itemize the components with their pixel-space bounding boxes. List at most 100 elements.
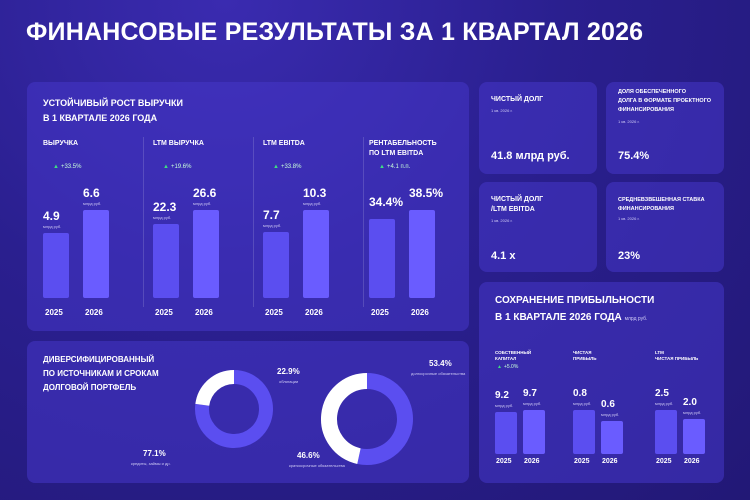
profit-growth-text-0: +5.0% [503,364,519,370]
rev-bar-2025-0 [43,232,69,298]
profit-group-head-line2-2: ЧИСТАЯ ПРИБЫЛЬ [655,356,699,361]
growth-up-icon: ▲ [163,164,169,170]
debt-title-line1: ДИВЕРСИФИЦИРОВАННЫЙ [43,355,155,364]
rev-year-2026-2: 2026 [305,308,323,317]
nd-ebitda-head2: /LTM EBITDA [491,206,535,213]
donut2-slice-1 [321,373,368,464]
profit-bar-2025-2 [655,410,677,454]
donuts-svg [195,370,413,465]
rev-year-2025-1: 2025 [155,308,173,317]
secured-sub: 1 кв. 2026 г. [618,119,640,124]
rev-unit-2026-2: млрд руб. [303,201,322,206]
rev-value-2025-2: 7.7 [263,208,280,223]
rev-bar-2026-1 [193,210,219,298]
profit-group-head-line2-1: ПРИБЫЛЬ [573,356,597,361]
debt-title-line2: ПО ИСТОЧНИКАМ И СРОКАМ [43,369,159,378]
profit-bar-2026-2 [683,418,705,454]
profit-group-head-1: ЧИСТАЯ ПРИБЫЛЬ [573,350,597,362]
profit-group-head-2: LTM ЧИСТАЯ ПРИБЫЛЬ [655,350,698,362]
profit-year-2025-0: 2025 [496,458,512,465]
rev-divider-2 [363,137,364,307]
wacd-value: 23% [618,250,641,262]
nd-ebitda-head1: ЧИСТЫЙ ДОЛГ [491,196,544,203]
donut2-slice-0 [357,373,413,465]
profit-year-2026-1: 2026 [602,458,618,465]
wacd-head1: СРЕДНЕВЗВЕШЕННАЯ СТАВКА [618,197,705,203]
rev-group-head-1: LTM ВЫРУЧКА [153,139,204,149]
donut2-big-caption: долгосрочные обязательства [411,371,466,376]
kpi-net-debt: ЧИСТЫЙ ДОЛГ 1 кв. 2026 г. 41.8 млрд руб. [479,82,597,174]
rev-group-head-line2-3: ПО LTM EBITDA [369,150,424,157]
profit-group-head-line2-0: КАПИТАЛ [495,356,517,361]
growth-up-icon: ▲ [379,164,385,170]
rev-group-head-0: ВЫРУЧКА [43,139,78,149]
profit-value-2026-1: 0.6 [601,399,615,410]
rev-group-head-line1-0: ВЫРУЧКА [43,140,79,147]
profit-panel: СОХРАНЕНИЕ ПРИБЫЛЬНОСТИ В 1 КВАРТАЛЕ 202… [479,282,724,483]
profit-year-2025-1: 2025 [574,458,590,465]
donut1-slice-1 [195,370,235,407]
profit-value-2025-1: 0.8 [573,388,587,399]
rev-value-2026-3: 38.5% [409,186,444,200]
profit-title-unit: млрд руб. [624,316,648,322]
rev-bar-2025-2 [263,232,289,298]
donut2-big-value: 53.4% [429,359,452,368]
profit-unit-2025-2: млрд руб. [655,401,674,406]
profit-bar-2025-1 [573,410,595,454]
wacd-head: СРЕДНЕВЗВЕШЕННАЯ СТАВКА ФИНАНСИРОВАНИЯ [618,196,705,214]
profit-group-head-line1-2: LTM [655,350,664,355]
donut1-small-caption: облигации [279,379,299,384]
donut1-big-caption: кредиты, займы и др. [131,461,171,466]
nd-ebitda-sub: 1 кв. 2026 г. [491,218,513,223]
rev-growth-text-0: +33.5% [60,164,82,170]
secured-head3: ФИНАНСИРОВАНИЯ [618,107,674,113]
rev-value-2025-3: 34.4% [369,195,404,210]
rev-value-2026-0: 6.6 [83,186,100,200]
kpi-wacd: СРЕДНЕВЗВЕШЕННАЯ СТАВКА ФИНАНСИРОВАНИЯ 1… [606,182,724,272]
profit-bar-2026-0 [523,410,545,454]
profit-title-line2-text: В 1 КВАРТАЛЕ 2026 ГОДА [495,312,622,323]
profit-year-2026-0: 2026 [524,458,540,465]
debt-panel: ДИВЕРСИФИЦИРОВАННЫЙ ПО ИСТОЧНИКАМ И СРОК… [27,341,469,483]
growth-up-icon: ▲ [497,364,502,370]
donut1-slice-0 [195,370,273,448]
secured-head2: ДОЛГА В ФОРМАТЕ ПРОЕКТНОГО [618,98,712,104]
profit-unit-2026-2: млрд руб. [683,409,702,415]
profit-bar-2026-1 [601,421,623,454]
kpi-nd-ebitda: ЧИСТЫЙ ДОЛГ /LTM EBITDA 1 кв. 2026 г. 4.… [479,182,597,272]
net-debt-head: ЧИСТЫЙ ДОЛГ [491,96,544,103]
rev-bar-2025-1 [153,224,179,298]
debt-panel-title: ДИВЕРСИФИЦИРОВАННЫЙ ПО ИСТОЧНИКАМ И СРОК… [43,353,159,395]
rev-growth-2: ▲ +33.8% [273,164,301,170]
rev-year-2025-2: 2025 [265,308,283,317]
rev-year-2025-0: 2025 [45,308,63,317]
rev-year-2025-3: 2025 [371,308,389,317]
revenue-panel: УСТОЙЧИВЫЙ РОСТ ВЫРУЧКИ В 1 КВАРТАЛЕ 202… [27,82,469,331]
profit-unit-2026-0: млрд руб. [523,401,542,406]
rev-unit-2026-0: млрд руб. [83,201,102,206]
rev-growth-text-2: +33.8% [280,164,302,170]
growth-up-icon: ▲ [273,164,279,170]
revenue-panel-title: УСТОЙЧИВЫЙ РОСТ ВЫРУЧКИ В 1 КВАРТАЛЕ 202… [43,96,183,126]
rev-unit-2025-0: млрд руб. [43,223,62,229]
profit-year-2026-2: 2026 [684,458,700,465]
secured-head: ДОЛЯ ОБЕСПЕЧЕННОГО ДОЛГА В ФОРМАТЕ ПРОЕК… [618,88,711,115]
secured-head1: ДОЛЯ ОБЕСПЕЧЕННОГО [618,89,686,95]
profit-unit-2025-1: млрд руб. [573,401,592,406]
rev-growth-1: ▲ +19.6% [163,164,191,170]
rev-group-head-line1-2: LTM EBITDA [263,140,305,147]
debt-title-line3: ДОЛГОВОЙ ПОРТФЕЛЬ [43,383,137,392]
rev-group-head-line1-3: РЕНТАБЕЛЬНОСТЬ [369,140,437,147]
rev-value-2025-0: 4.9 [43,208,60,223]
rev-divider-0 [143,137,144,307]
rev-divider-1 [253,137,254,307]
donut2-small-value: 46.6% [297,451,320,460]
rev-year-2026-0: 2026 [85,308,103,317]
rev-unit-2025-1: млрд руб. [153,215,172,221]
rev-growth-text-3: +4.1 п.п. [386,164,411,170]
profit-group-head-0: СОБСТВЕННЫЙ КАПИТАЛ [495,350,531,362]
rev-group-head-3: РЕНТАБЕЛЬНОСТЬ ПО LTM EBITDA [369,139,437,159]
kpi-secured-debt: ДОЛЯ ОБЕСПЕЧЕННОГО ДОЛГА В ФОРМАТЕ ПРОЕК… [606,82,724,174]
rev-unit-2025-2: млрд руб. [263,223,282,229]
profit-value-2025-2: 2.5 [655,388,669,399]
